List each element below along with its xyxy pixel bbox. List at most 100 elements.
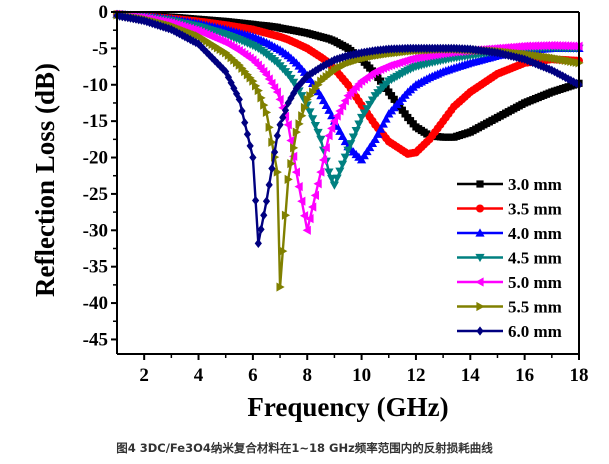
data-point <box>337 160 348 169</box>
x-tick-label: 2 <box>139 365 149 386</box>
data-point <box>265 180 273 190</box>
data-point <box>348 133 359 142</box>
data-point <box>262 107 272 118</box>
data-point <box>291 167 300 177</box>
x-axis-title: Frequency (GHz) <box>247 392 448 422</box>
data-point <box>324 168 334 177</box>
data-point <box>340 153 350 162</box>
data-point <box>254 85 263 96</box>
data-point <box>374 73 382 82</box>
data-point <box>335 106 344 116</box>
data-point <box>294 182 303 192</box>
data-point <box>241 118 249 128</box>
data-point <box>308 202 317 212</box>
y-tick-label: -5 <box>92 38 108 59</box>
legend-marker <box>475 228 485 237</box>
data-point <box>290 88 298 98</box>
data-point <box>316 167 325 177</box>
data-point <box>297 92 307 101</box>
data-point <box>200 44 208 55</box>
data-point <box>343 146 353 155</box>
data-point <box>276 120 284 130</box>
data-point <box>310 190 319 200</box>
series-6-0mm <box>113 11 583 248</box>
data-point <box>390 95 398 103</box>
data-point <box>559 71 567 81</box>
data-point <box>398 106 406 114</box>
data-point <box>346 140 356 149</box>
data-point <box>322 59 330 69</box>
data-point <box>298 77 306 87</box>
y-tick-label: 0 <box>99 2 109 23</box>
y-tick-label: -45 <box>83 329 108 350</box>
legend-label: 3.5 mm <box>508 200 562 219</box>
data-point <box>337 101 347 111</box>
data-point <box>381 114 391 123</box>
y-tick-label: -15 <box>83 111 108 132</box>
legend-marker <box>476 180 484 188</box>
data-point <box>305 214 314 224</box>
data-point <box>316 135 326 144</box>
data-point <box>376 124 386 133</box>
legend-label: 3.0 mm <box>508 175 562 194</box>
data-point <box>205 50 213 60</box>
data-point <box>567 75 575 85</box>
data-point <box>298 111 307 121</box>
data-point <box>246 141 254 151</box>
legend-item: 4.5 mm <box>457 249 562 268</box>
data-point <box>252 81 261 91</box>
data-point <box>328 56 336 67</box>
x-tick-label: 18 <box>570 365 589 386</box>
data-point <box>329 181 340 190</box>
data-point <box>286 135 295 146</box>
data-point <box>284 174 293 184</box>
legend-item: 5.5 mm <box>457 298 562 317</box>
data-point <box>561 72 570 83</box>
data-point <box>181 32 189 42</box>
data-point <box>257 93 266 103</box>
x-tick-label: 12 <box>406 365 425 386</box>
y-tick-label: -10 <box>83 75 108 96</box>
data-point <box>279 246 288 256</box>
x-tick-label: 4 <box>194 365 204 386</box>
reflection-loss-chart: 2 4 6 8 10 12 14 16 18 0 -5 -10 -15 -20 -25 -30 -35 -40 -4… <box>30 2 589 422</box>
data-point <box>340 96 349 106</box>
data-point <box>208 53 216 63</box>
data-point <box>335 167 345 176</box>
legend-label: 4.0 mm <box>508 224 562 243</box>
data-point <box>308 115 318 124</box>
y-tick-label: -40 <box>83 293 108 314</box>
data-point <box>170 26 178 36</box>
data-point <box>281 210 291 220</box>
data-point <box>281 105 290 115</box>
data-point <box>257 224 265 234</box>
data-point <box>238 106 246 116</box>
data-point <box>324 131 333 141</box>
figure-caption: 图4 3DC/Fe3O4纳米复合材料在1~18 GHz频率范围内的反射损耗曲线 <box>116 441 493 455</box>
data-point <box>283 120 292 130</box>
data-point <box>327 111 337 120</box>
legend-item: 3.5 mm <box>457 200 562 219</box>
y-tick-label: -30 <box>83 220 108 241</box>
data-point <box>302 225 311 235</box>
data-point <box>332 111 341 121</box>
data-point <box>318 155 328 165</box>
legend-item: 6.0 mm <box>457 322 562 341</box>
x-tick-label: 14 <box>461 365 481 386</box>
legend-item: 3.0 mm <box>457 175 562 194</box>
data-point <box>295 119 304 129</box>
data-point <box>273 131 281 141</box>
data-point <box>332 174 342 183</box>
data-point <box>354 120 364 129</box>
data-point <box>300 102 310 113</box>
y-tick-label: -20 <box>83 148 108 169</box>
data-point <box>287 93 295 103</box>
data-point <box>270 83 279 93</box>
legend-label: 5.0 mm <box>508 273 562 292</box>
data-point <box>313 128 323 138</box>
data-point <box>167 24 175 35</box>
legend-label: 5.5 mm <box>508 298 562 317</box>
data-point <box>249 152 257 163</box>
data-point <box>268 163 276 174</box>
data-point <box>321 143 330 153</box>
